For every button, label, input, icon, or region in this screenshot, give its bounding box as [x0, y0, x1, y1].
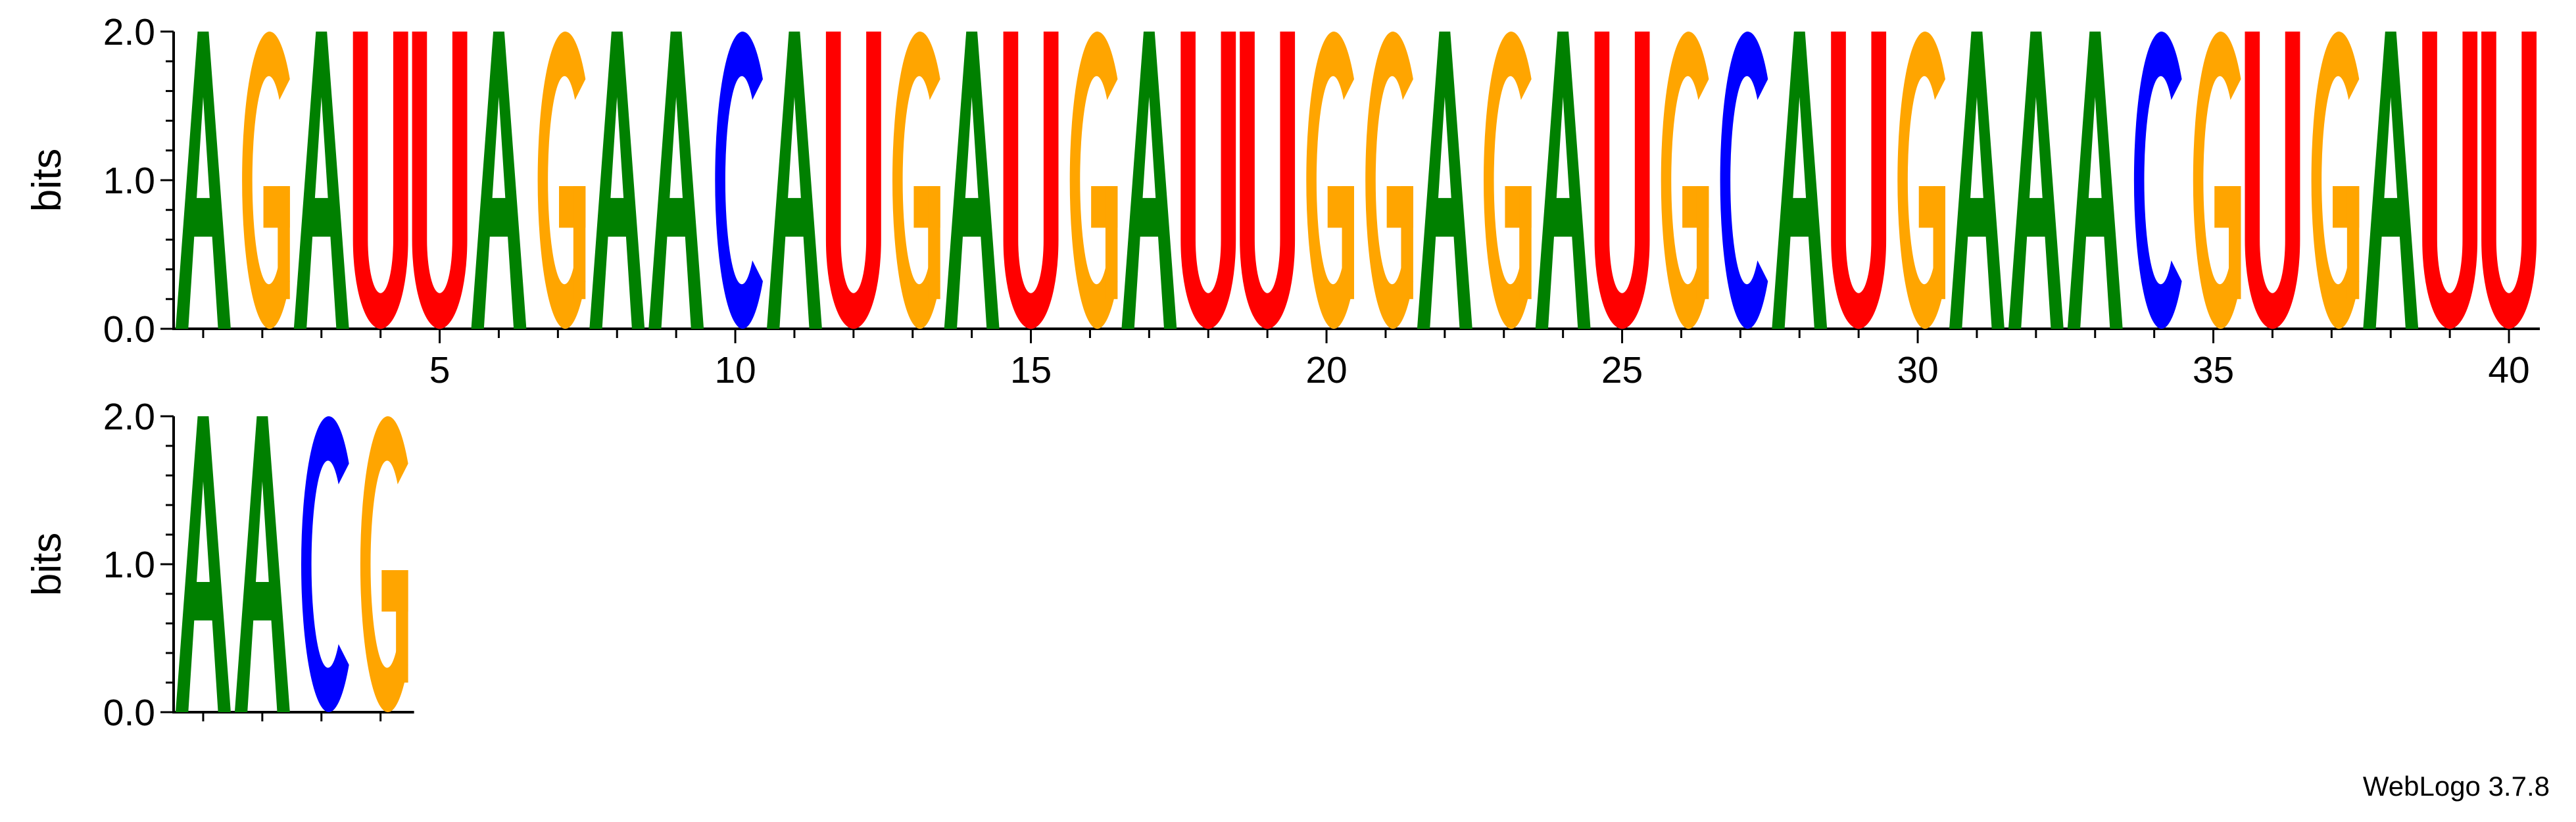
logo-letter-A: [293, 32, 349, 329]
logo-letter-G: [242, 32, 290, 329]
logo-letter-G: [2311, 32, 2360, 329]
logo-letter-A: [234, 416, 290, 712]
logo-letter-C: [2133, 32, 2182, 329]
logo-letter-G: [360, 416, 408, 712]
y-tick-label: 1.0: [103, 160, 155, 202]
logo-letter-A: [471, 32, 527, 329]
y-tick-label: 0.0: [103, 308, 155, 351]
logo-letter-A: [1417, 32, 1472, 329]
logo-letter-G: [537, 32, 586, 329]
logo-letter-U: [412, 32, 468, 329]
logo-letter-A: [2067, 32, 2123, 329]
logo-letter-U: [1831, 32, 1887, 329]
x-tick-label: 30: [1897, 349, 1938, 391]
x-tick-label: 20: [1305, 349, 1347, 391]
logo-letter-U: [2422, 32, 2478, 329]
logo-letter-U: [2245, 32, 2300, 329]
logo-letter-A: [589, 32, 645, 329]
x-tick-label: 25: [1601, 349, 1643, 391]
logo-letter-G: [1306, 32, 1354, 329]
logo-letter-A: [767, 32, 822, 329]
logo-letter-A: [2363, 32, 2419, 329]
y-tick-label: 1.0: [103, 544, 155, 586]
weblogo-credit: WebLogo 3.7.8: [2362, 771, 2550, 802]
logo-letter-A: [176, 32, 231, 329]
logo-letter-C: [301, 416, 349, 712]
logo-letter-G: [1661, 32, 1709, 329]
logo-letter-U: [1003, 32, 1059, 329]
y-tick-label: 0.0: [103, 692, 155, 734]
logo-letter-A: [1535, 32, 1591, 329]
logo-letter-U: [352, 32, 408, 329]
x-tick-label: 15: [1010, 349, 1052, 391]
y-tick-label: 2.0: [103, 11, 155, 53]
y-axis-label: bits: [24, 149, 70, 212]
logo-row-1: 0.0 1.0 2.0 bits 5 10 15 20 25 30 35 40: [24, 11, 2540, 391]
x-tick-label: 10: [714, 349, 756, 391]
logo-letter-G: [1483, 32, 1532, 329]
logo-letter-G: [1897, 32, 1945, 329]
logo-letter-C: [715, 32, 763, 329]
logo-letter-U: [1594, 32, 1650, 329]
logo-letter-U: [1180, 32, 1236, 329]
logo-letter-U: [1240, 32, 1296, 329]
logo-letter-A: [1772, 32, 1828, 329]
logo-letter-A: [1949, 32, 2005, 329]
logo-letter-G: [1069, 32, 1118, 329]
logo-row-2: 0.0 1.0 2.0 bits: [24, 396, 414, 734]
logo-letter-A: [648, 32, 704, 329]
logo-letter-U: [825, 32, 881, 329]
y-axis-label: bits: [24, 533, 70, 596]
logo-letter-A: [2008, 32, 2064, 329]
logo-letter-G: [892, 32, 940, 329]
x-tick-label: 35: [2193, 349, 2234, 391]
logo-letter-U: [2481, 32, 2537, 329]
logo-letter-C: [1720, 32, 1768, 329]
logo-letter-A: [944, 32, 1000, 329]
x-tick-label: 40: [2488, 349, 2529, 391]
logo-letter-G: [1365, 32, 1413, 329]
logo-letter-A: [176, 416, 231, 712]
logo-letter-G: [2193, 32, 2241, 329]
x-tick-label: 5: [429, 349, 450, 391]
y-tick-label: 2.0: [103, 396, 155, 438]
logo-letter-A: [1121, 32, 1177, 329]
